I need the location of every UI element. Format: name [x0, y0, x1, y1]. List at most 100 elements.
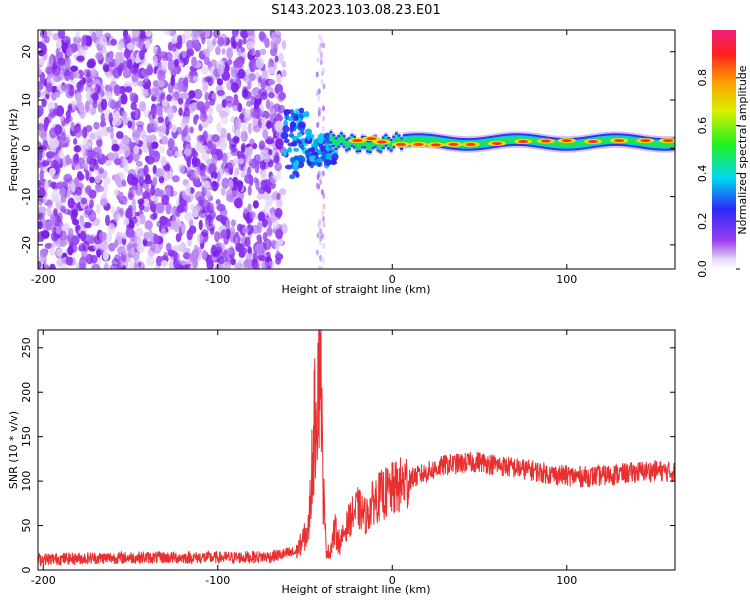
heatmap-cell — [211, 38, 217, 46]
heatmap-cell — [241, 247, 248, 254]
heatmap-cell — [151, 141, 159, 149]
heatmap-cell — [407, 137, 411, 143]
heatmap-cell — [197, 232, 204, 245]
heatmap-cell — [559, 141, 563, 148]
heatmap-cell — [152, 243, 162, 254]
heatmap-cell — [515, 136, 519, 143]
heatmap-cell — [659, 141, 663, 148]
heatmap-cell — [165, 202, 172, 215]
heatmap-cell — [661, 141, 665, 148]
heatmap-cell — [183, 148, 192, 156]
spectrogram-y-tick-label: 10 — [20, 93, 33, 107]
snr-y-tick-label: 200 — [20, 382, 33, 403]
heatmap-cell — [149, 120, 158, 131]
heatmap-cell — [318, 170, 322, 177]
heatmap-cell — [269, 174, 278, 185]
heatmap-cell — [296, 132, 303, 138]
heatmap-cell — [152, 194, 159, 205]
heatmap-cell — [160, 93, 165, 101]
heatmap-cell — [254, 71, 260, 80]
heatmap-cell — [317, 95, 321, 102]
heatmap-cell — [131, 72, 139, 83]
heatmap-cell — [292, 166, 300, 171]
heatmap-cell — [269, 47, 278, 57]
heatmap-cell — [114, 239, 119, 248]
heatmap-cell — [127, 58, 133, 70]
heatmap-cell — [261, 218, 268, 228]
heatmap-cell — [281, 60, 287, 68]
heatmap-cell — [646, 140, 650, 146]
heatmap-cell — [175, 126, 183, 135]
heatmap-cell — [73, 145, 82, 153]
heatmap-cell — [557, 141, 561, 148]
heatmap-cell — [273, 154, 280, 164]
heatmap-cell — [322, 243, 326, 250]
heatmap-cell — [254, 49, 261, 58]
colorbar-label: Normalized spectral amplitude — [736, 65, 749, 234]
heatmap-cell — [241, 130, 246, 143]
heatmap-cell — [73, 138, 78, 145]
heatmap-cell — [319, 255, 323, 262]
heatmap-cell — [204, 76, 212, 83]
heatmap-cell — [38, 179, 42, 188]
heatmap-cell — [220, 187, 226, 196]
heatmap-cell — [116, 64, 122, 74]
heatmap-cell — [216, 122, 222, 132]
heatmap-cell — [201, 144, 208, 152]
heatmap-cell — [145, 30, 152, 38]
heatmap-cell — [52, 91, 61, 99]
heatmap-cell — [47, 113, 52, 124]
heatmap-cell — [100, 98, 108, 111]
heatmap-cell — [137, 168, 147, 178]
heatmap-cell — [173, 260, 182, 269]
heatmap-cell — [268, 260, 275, 267]
heatmap-cell — [299, 156, 306, 164]
heatmap-cell — [191, 156, 198, 166]
heatmap-cell — [297, 121, 306, 129]
heatmap-cell — [230, 226, 236, 235]
heatmap-cell — [278, 52, 284, 64]
heatmap-cell — [95, 203, 101, 215]
heatmap-cell — [510, 136, 514, 143]
heatmap-cell — [85, 78, 94, 88]
heatmap-cell — [322, 115, 326, 122]
heatmap-cell — [102, 250, 109, 262]
heatmap-cell — [38, 149, 43, 162]
heatmap-cell — [198, 219, 203, 231]
heatmap-cell — [102, 64, 110, 73]
heatmap-cell — [204, 100, 210, 110]
heatmap-cell — [90, 107, 97, 115]
heatmap-cell — [283, 109, 292, 115]
heatmap-cell — [322, 192, 326, 199]
heatmap-cell — [145, 135, 153, 144]
heatmap-cell — [149, 213, 157, 220]
heatmap-cell — [274, 207, 283, 218]
heatmap-cell — [292, 170, 299, 176]
heatmap-cell — [128, 216, 138, 225]
heatmap-cell — [228, 179, 234, 189]
heatmap-cell — [138, 176, 145, 186]
snr-y-label: SNR (10 * v/v) — [7, 411, 20, 489]
heatmap-cell — [258, 255, 267, 262]
colorbar-ticks: 0.0 0.2 0.4 0.6 0.8 — [696, 69, 740, 278]
heatmap-cell — [664, 141, 668, 148]
heatmap-cell — [254, 243, 263, 254]
heatmap-cell — [80, 219, 85, 228]
heatmap-cell — [321, 125, 325, 132]
snr-y-ticks: 0 50 100 150 200 250 — [20, 337, 675, 574]
heatmap-cell — [144, 240, 152, 247]
heatmap-cell — [321, 150, 327, 159]
heatmap-cell — [156, 125, 164, 133]
heatmap-cell — [138, 38, 144, 50]
colorbar-tick-label: 0.6 — [696, 117, 709, 135]
heatmap-cell — [40, 43, 47, 55]
heatmap-cell — [366, 143, 370, 150]
heatmap-cell — [70, 65, 79, 72]
heatmap-cell — [38, 90, 41, 98]
heatmap-cell — [102, 183, 108, 196]
heatmap-cell — [265, 229, 273, 237]
heatmap-cell — [148, 229, 153, 240]
heatmap-cell — [299, 127, 305, 133]
heatmap-cell — [173, 49, 180, 61]
